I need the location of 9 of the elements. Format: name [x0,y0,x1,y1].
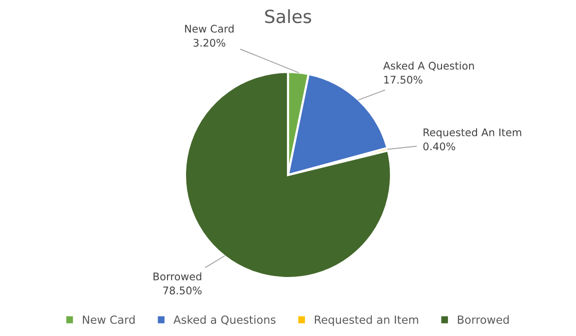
chart-title: Sales [265,9,312,24]
data-label: New Card 3.20% [185,24,234,47]
data-label: Asked A Question 17.50% [383,62,474,84]
legend-label: Requested an Item [314,315,418,326]
legend-label: New Card [82,315,135,324]
data-label: Borrowed 78.50% [154,272,202,294]
data-label: Requested An Item 0.40% [423,128,522,150]
legend-label: Asked a Questions [173,315,276,326]
legend-label: Borrowed [458,315,509,324]
